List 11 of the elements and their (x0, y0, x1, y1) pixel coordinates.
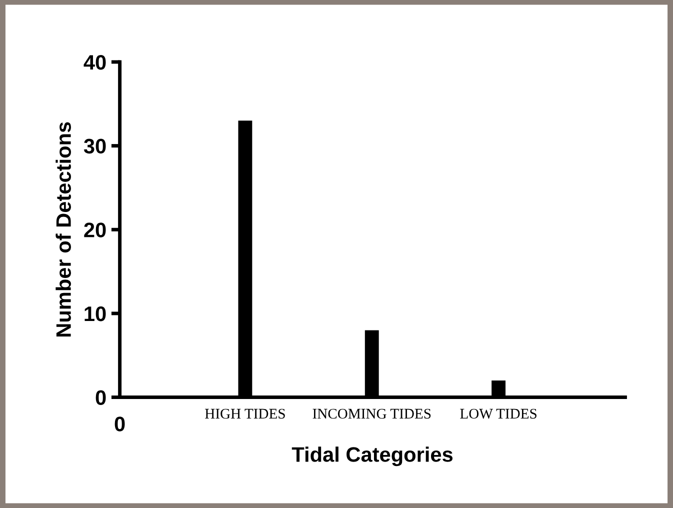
y-axis-title: Number of Detections (56, 122, 71, 336)
x-tick-label: HIGH TIDES (205, 408, 285, 419)
x-axis-title: Tidal Categories (292, 446, 453, 466)
text: 0 (114, 416, 125, 432)
y-tick-label: 10 (84, 306, 106, 322)
y-tick-label: 20 (84, 222, 106, 238)
y-tick-label: 30 (84, 138, 106, 154)
x-tick-label: INCOMING TIDES (312, 408, 431, 419)
y-tick-label: 0 (96, 390, 106, 406)
y-tick-label: 40 (84, 54, 106, 70)
x-tick-label: LOW TIDES (460, 408, 536, 419)
